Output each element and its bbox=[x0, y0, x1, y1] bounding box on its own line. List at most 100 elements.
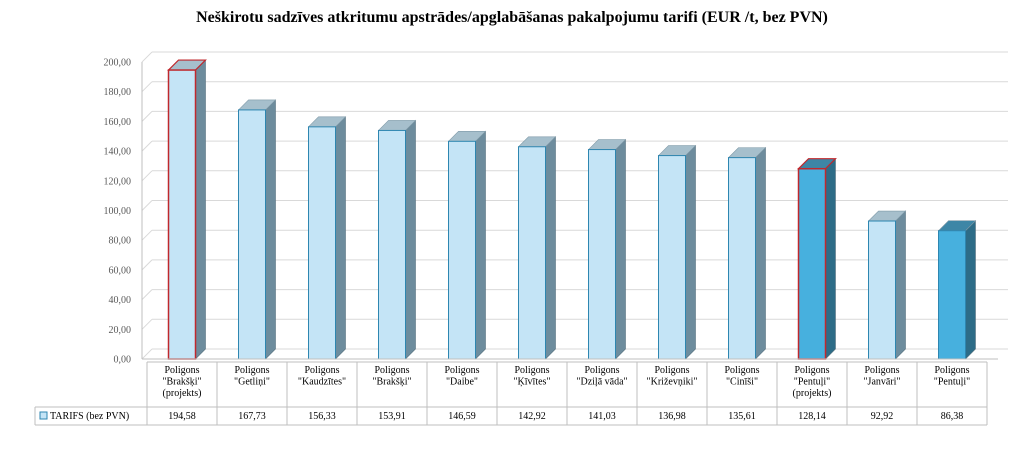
y-axis: 0,00 20,00 40,00 60,00 80,00 100,00 120,00 140,… bbox=[104, 58, 998, 366]
data-label: 136,98 bbox=[658, 411, 686, 422]
y-tick-label: 140,00 bbox=[104, 147, 132, 158]
category-label: "Daibe" bbox=[446, 377, 478, 388]
bar bbox=[307, 116, 347, 360]
y-tick-label: 120,00 bbox=[104, 176, 132, 187]
bar-front bbox=[448, 140, 476, 360]
bar-front bbox=[167, 69, 197, 360]
gridline-diag bbox=[141, 111, 153, 122]
category-label: Poligons bbox=[654, 365, 689, 376]
bar bbox=[867, 210, 907, 360]
y-tick-label: 160,00 bbox=[104, 117, 132, 128]
bar-front bbox=[658, 155, 686, 360]
chart-title: Neškirotu sadzīves atkritumu apstrādes/a… bbox=[196, 9, 828, 26]
category-label: Poligons bbox=[514, 365, 549, 376]
legend-label: TARIFS (bez PVN) bbox=[50, 411, 129, 422]
bar-front bbox=[797, 167, 827, 360]
category-label: (projekts) bbox=[793, 388, 832, 399]
category-label: "Pentuļi" bbox=[934, 377, 971, 388]
gridline-diag bbox=[141, 140, 153, 152]
bar-front bbox=[938, 230, 966, 360]
bar bbox=[517, 136, 557, 360]
data-label: 86,38 bbox=[941, 411, 964, 422]
category-label: "Brakšķi" bbox=[162, 377, 201, 388]
category-label: Poligons bbox=[234, 365, 269, 376]
bar-side bbox=[615, 138, 626, 360]
gridline-diag bbox=[141, 289, 153, 300]
category-label: Poligons bbox=[444, 365, 479, 376]
y-tick-label: 100,00 bbox=[104, 206, 132, 217]
data-label: 146,59 bbox=[448, 411, 476, 422]
category-label: "Getliņi" bbox=[234, 377, 270, 388]
data-label: 167,73 bbox=[238, 411, 266, 422]
bar-side bbox=[195, 59, 206, 360]
legend-key bbox=[39, 411, 48, 420]
category-label: "Cinīši" bbox=[726, 377, 758, 388]
bar bbox=[937, 220, 977, 360]
data-label: 156,33 bbox=[308, 411, 336, 422]
gridline-diag bbox=[141, 170, 153, 182]
category-label: Poligons bbox=[374, 365, 409, 376]
gridlines bbox=[141, 51, 1008, 360]
y-tick-label: 0,00 bbox=[114, 355, 132, 366]
bar-front bbox=[518, 146, 546, 360]
bar-side bbox=[265, 99, 276, 360]
bar-front bbox=[378, 129, 406, 360]
gridline-diag bbox=[141, 200, 153, 211]
gridline-diag bbox=[141, 318, 153, 330]
bar-side bbox=[545, 136, 556, 360]
y-tick-label: 60,00 bbox=[109, 265, 132, 276]
bar-front bbox=[868, 220, 896, 360]
category-label: "Janvāri" bbox=[863, 377, 900, 388]
category-label: Poligons bbox=[864, 365, 899, 376]
bar-front bbox=[308, 126, 336, 360]
bar-front bbox=[588, 149, 616, 360]
category-label: (projekts) bbox=[163, 388, 202, 399]
category-label: "Križevņiki" bbox=[647, 377, 698, 388]
data-label: 128,14 bbox=[798, 411, 826, 422]
bar bbox=[657, 144, 697, 360]
category-label: Poligons bbox=[584, 365, 619, 376]
gridline-diag bbox=[141, 51, 153, 63]
bar-front bbox=[728, 157, 756, 360]
category-label: "Brakšķi" bbox=[372, 377, 411, 388]
category-label: Poligons bbox=[164, 365, 199, 376]
bar-side bbox=[895, 210, 906, 360]
bar-front bbox=[238, 109, 266, 360]
category-label: "Pentuļi" bbox=[794, 377, 831, 388]
category-label: Poligons bbox=[724, 365, 759, 376]
y-tick-label: 200,00 bbox=[104, 58, 132, 69]
bar bbox=[447, 130, 487, 360]
bar-side bbox=[965, 220, 976, 360]
data-label: 135,61 bbox=[728, 411, 756, 422]
bar bbox=[797, 157, 837, 360]
y-tick-label: 20,00 bbox=[109, 325, 132, 336]
bar bbox=[377, 119, 417, 360]
bar-side bbox=[825, 157, 836, 360]
gridline-diag bbox=[141, 229, 153, 241]
bar-side bbox=[475, 130, 486, 360]
bar-side bbox=[335, 116, 346, 360]
bar-side bbox=[755, 146, 766, 360]
category-label: Poligons bbox=[304, 365, 339, 376]
category-label: Poligons bbox=[934, 365, 969, 376]
gridline-diag bbox=[141, 81, 153, 93]
bar bbox=[167, 59, 207, 360]
y-tick-label: 180,00 bbox=[104, 87, 132, 98]
category-label: "Kaudzītes" bbox=[298, 377, 346, 388]
bars bbox=[167, 59, 977, 360]
bar-side bbox=[685, 144, 696, 360]
data-label: 141,03 bbox=[588, 411, 616, 422]
y-tick-label: 40,00 bbox=[109, 295, 132, 306]
gridline-diag bbox=[141, 259, 153, 271]
gridline-diag bbox=[141, 348, 153, 360]
category-label: Poligons bbox=[794, 365, 829, 376]
data-label: 153,91 bbox=[378, 411, 406, 422]
y-tick-label: 80,00 bbox=[109, 236, 132, 247]
data-label: 92,92 bbox=[871, 411, 894, 422]
bar bbox=[237, 99, 277, 360]
data-label: 142,92 bbox=[518, 411, 546, 422]
data-label: 194,58 bbox=[168, 411, 196, 422]
category-label: "Ķīvītes" bbox=[513, 377, 550, 388]
bar bbox=[587, 138, 627, 360]
